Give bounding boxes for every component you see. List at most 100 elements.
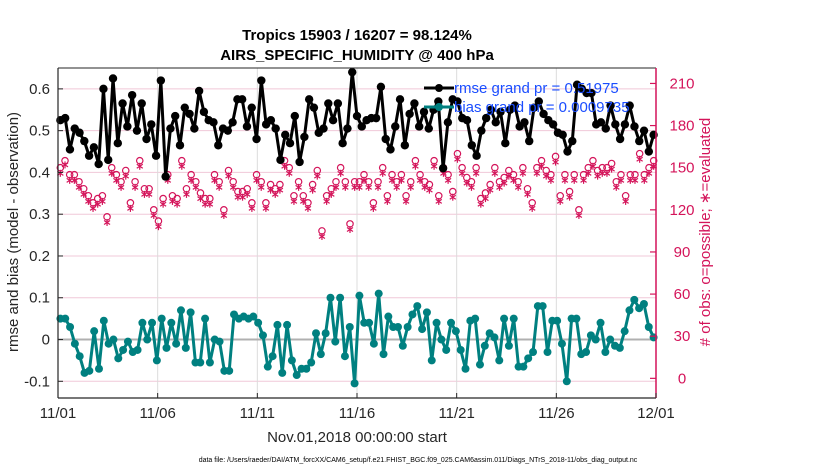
- obs-evaluated-point: [402, 197, 410, 205]
- obs-evaluated-point: [103, 218, 111, 226]
- asterisk-stroke: [327, 191, 335, 197]
- obs-evaluated-point: [285, 169, 293, 177]
- obs-evaluated-point: [472, 169, 480, 177]
- asterisk-stroke: [117, 184, 125, 190]
- rmse-point: [386, 145, 395, 154]
- bias-point: [553, 316, 562, 325]
- rmse-point: [587, 88, 596, 98]
- rmse-point: [60, 113, 70, 123]
- y-tick-label-right: 150: [669, 160, 694, 177]
- obs-evaluated-point: [89, 204, 97, 212]
- asterisk-stroke: [243, 191, 251, 197]
- asterisk-stroke: [155, 224, 162, 230]
- asterisk-stroke: [229, 184, 237, 190]
- y-axis-label-right: # of obs: o=possible; ∗=evaluated: [697, 118, 714, 347]
- rmse-point: [534, 97, 543, 106]
- asterisk-stroke: [584, 170, 592, 176]
- rmse-point: [75, 128, 84, 137]
- bias-point: [529, 348, 538, 357]
- rmse-point: [108, 74, 118, 83]
- bias-point: [422, 308, 431, 317]
- asterisk-stroke: [99, 198, 106, 204]
- obs-evaluated-point: [500, 179, 508, 187]
- obs-evaluated-point: [416, 176, 424, 184]
- asterisk-stroke: [449, 194, 457, 200]
- rmse-point: [376, 82, 386, 91]
- rmse-point: [171, 111, 180, 121]
- asterisk-stroke: [426, 187, 433, 193]
- obs-evaluated-point: [510, 176, 517, 184]
- bias-point: [355, 291, 364, 300]
- bias-point: [620, 327, 629, 336]
- obs-evaluated-point: [220, 211, 228, 219]
- bias-point: [379, 350, 388, 359]
- rmse-point: [472, 151, 481, 160]
- obs-evaluated-point: [169, 197, 176, 205]
- bias-point: [119, 345, 128, 354]
- bias-point: [519, 362, 528, 371]
- rmse-point: [127, 90, 137, 100]
- obs-evaluated-point: [85, 197, 92, 205]
- asterisk-stroke: [505, 173, 513, 179]
- bias-point: [418, 325, 427, 334]
- obs-evaluated-point: [556, 197, 564, 205]
- rmse-point: [142, 134, 151, 144]
- rmse-point: [639, 126, 649, 135]
- asterisk-stroke: [496, 184, 503, 190]
- obs-evaluated-point: [570, 176, 578, 184]
- obs-evaluated-point: [295, 183, 302, 191]
- asterisk-stroke: [178, 163, 186, 169]
- rmse-point: [453, 97, 462, 106]
- asterisk-stroke: [589, 163, 597, 169]
- bias-point: [630, 295, 639, 304]
- bias-point: [123, 337, 132, 346]
- bias-point: [312, 329, 321, 338]
- x-tick-label: 11/16: [339, 405, 375, 422]
- obs-evaluated-point: [370, 204, 377, 212]
- bias-point: [625, 306, 634, 315]
- rmse-point: [348, 67, 357, 77]
- asterisk-stroke: [220, 212, 228, 218]
- rmse-point: [271, 124, 280, 133]
- obs-evaluated-point: [262, 204, 270, 212]
- x-tick-label: 11/21: [438, 405, 474, 422]
- obs-evaluated-point: [206, 200, 214, 208]
- asterisk-stroke: [566, 194, 573, 200]
- bias-point: [582, 348, 591, 357]
- bias-point: [172, 339, 181, 348]
- rmse-point: [563, 147, 572, 156]
- y-tick-label-left: 0.6: [29, 81, 50, 98]
- bias-point: [427, 356, 436, 365]
- obs-evaluated-point: [71, 176, 78, 184]
- rmse-point: [324, 99, 333, 108]
- obs-evaluated-point: [341, 183, 349, 191]
- legend-label-bias: bias grand pr = 0.0009735: [454, 99, 630, 116]
- asterisk-stroke: [636, 156, 643, 162]
- obs-evaluated-point: [356, 183, 363, 191]
- bias-point: [606, 335, 615, 344]
- bias-point: [258, 331, 267, 340]
- asterisk-stroke: [486, 187, 494, 193]
- bias-point: [451, 327, 460, 336]
- rmse-point: [400, 141, 410, 150]
- bias-point: [283, 320, 292, 329]
- obs-evaluated-point: [131, 183, 139, 191]
- y-axis-label-left: rmse and bias (model - observation): [5, 112, 22, 352]
- rmse-point: [357, 122, 366, 131]
- bias-point: [369, 339, 378, 348]
- obs-evaluated-point: [435, 197, 443, 205]
- asterisk-stroke: [561, 177, 569, 183]
- rmse-point: [328, 116, 338, 125]
- asterisk-stroke: [416, 177, 424, 183]
- obs-evaluated-point: [398, 176, 405, 184]
- bias-point: [461, 364, 470, 373]
- obs-evaluated-point: [566, 193, 573, 201]
- bias-point: [321, 329, 330, 338]
- obs-evaluated-point: [622, 197, 629, 205]
- bias-point: [471, 314, 480, 323]
- rmse-series: [56, 67, 658, 181]
- rmse-point: [381, 134, 390, 144]
- rmse-point: [501, 138, 510, 148]
- obs-evaluated-point: [533, 169, 541, 177]
- obs-evaluated-point: [449, 193, 457, 201]
